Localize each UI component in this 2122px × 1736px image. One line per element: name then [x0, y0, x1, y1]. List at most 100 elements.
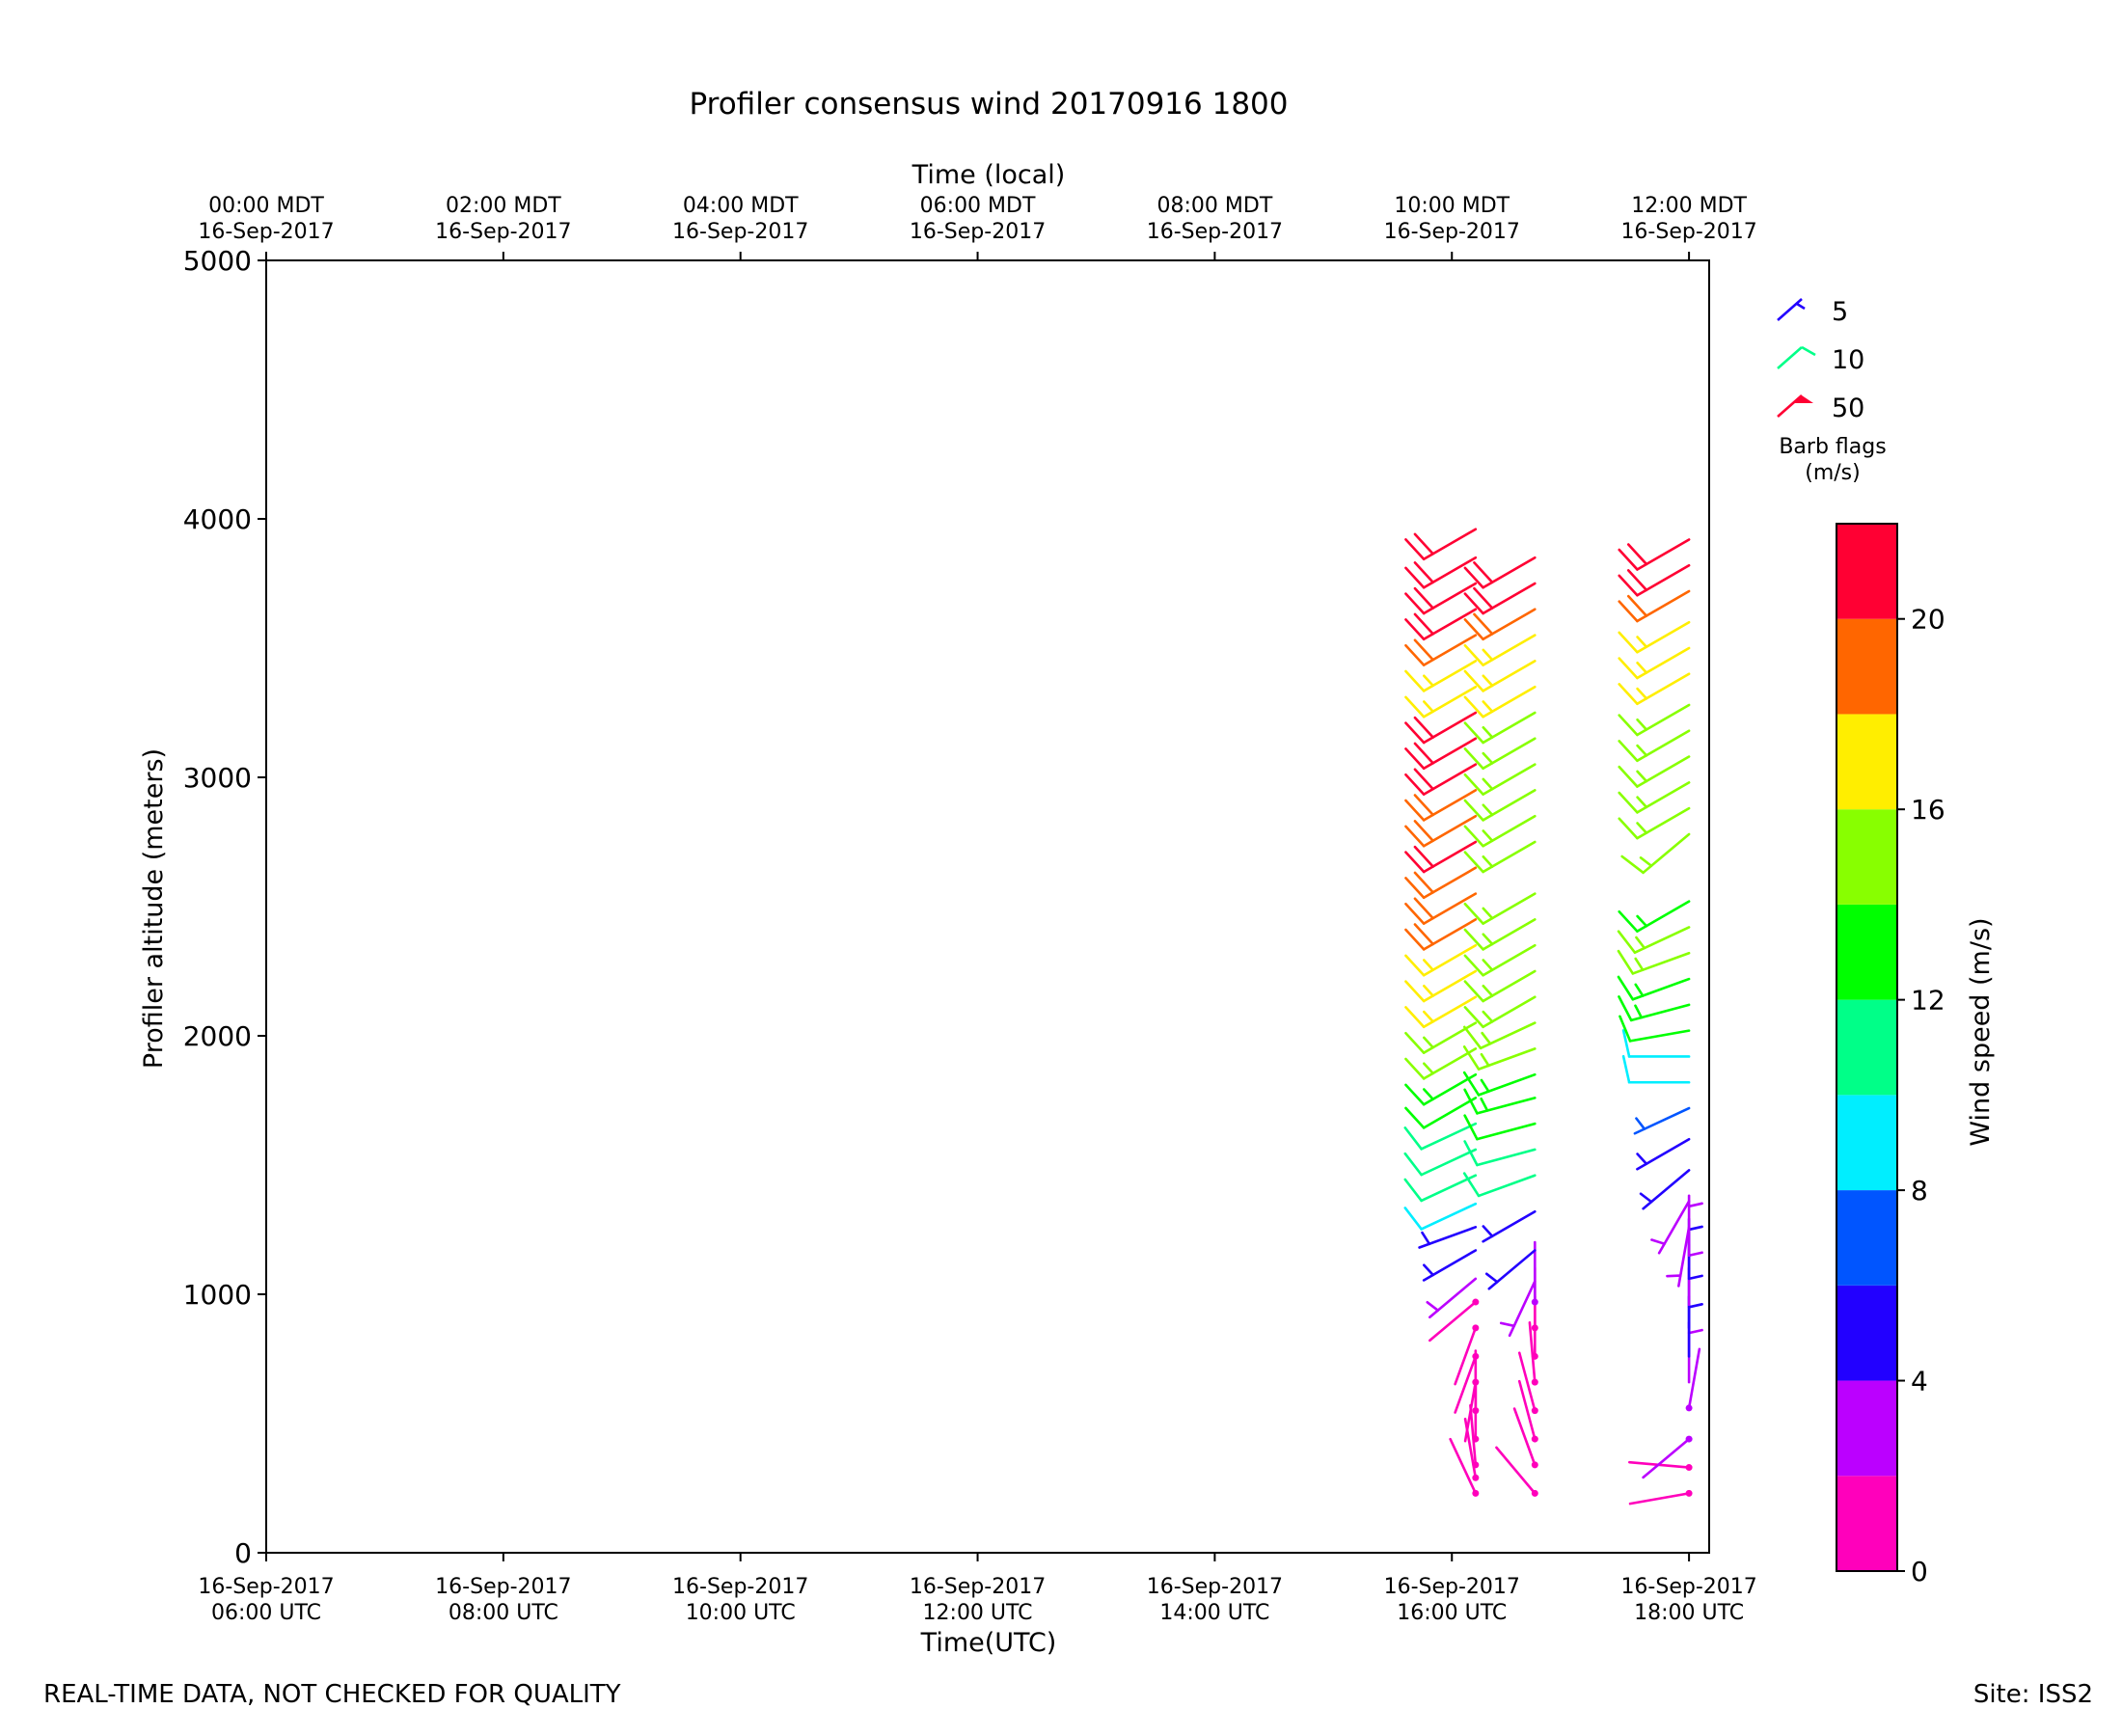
wind-barb — [1463, 892, 1537, 925]
wind-barb — [1484, 1249, 1537, 1290]
wind-barbs — [1403, 528, 1703, 1505]
barb-shaft — [1482, 918, 1537, 951]
barb-shaft — [1422, 866, 1478, 900]
barb-full — [1404, 669, 1426, 692]
barb-full — [1404, 902, 1426, 925]
wind-barb — [1685, 1347, 1701, 1412]
barb-full — [1404, 1106, 1426, 1129]
barb-shaft — [1454, 1355, 1478, 1414]
wind-barb — [1463, 943, 1537, 977]
barb-shaft — [1463, 1380, 1478, 1443]
wind-barb — [1404, 918, 1478, 951]
barb-full — [1404, 877, 1426, 900]
barb-full — [1463, 695, 1484, 719]
legend-title: Barb flags — [1779, 435, 1886, 459]
barb-half — [1482, 959, 1494, 972]
x-tick-label-time: 10:00 UTC — [686, 1601, 796, 1625]
wind-barb — [1463, 1140, 1537, 1167]
wind-barb — [1621, 1054, 1691, 1084]
barb-half — [1482, 855, 1494, 868]
legend-shaft — [1777, 394, 1803, 418]
wind-barb — [1462, 1172, 1537, 1198]
wind-barb — [1687, 1243, 1703, 1307]
barb-full — [1413, 716, 1434, 739]
barb-full — [1463, 566, 1484, 589]
legend-label: 5 — [1832, 297, 1848, 327]
barb-full — [1463, 851, 1484, 874]
barb-shaft — [1495, 1446, 1537, 1495]
barb-shaft — [1454, 1326, 1478, 1386]
barb-full — [1463, 1114, 1479, 1141]
wind-barb — [1463, 1088, 1537, 1115]
barb-full — [1404, 538, 1426, 561]
wind-barb — [1462, 1044, 1537, 1071]
barb-full — [1463, 747, 1484, 771]
barb-shaft — [1482, 556, 1537, 589]
barb-half — [1687, 1225, 1703, 1232]
wind-barb — [1687, 1295, 1703, 1358]
wind-barb — [1639, 1169, 1691, 1210]
wind-barb — [1528, 1321, 1538, 1386]
colorbar-frame — [1836, 523, 1898, 1572]
barb-half — [1482, 829, 1494, 843]
barb-shaft — [1477, 1047, 1537, 1071]
barb-shaft — [1422, 1097, 1478, 1129]
barb-shaft — [1482, 711, 1537, 745]
barb-half — [1423, 1088, 1434, 1100]
barb-half — [1426, 1300, 1440, 1313]
barb-full — [1404, 618, 1426, 641]
barb-half — [1423, 1062, 1434, 1075]
barb-shaft — [1428, 1300, 1478, 1343]
barb-half — [1480, 1052, 1490, 1068]
wind-barb — [1404, 866, 1478, 900]
barb-full — [1463, 1006, 1484, 1029]
wind-barb — [1499, 1280, 1537, 1338]
y-tick-label: 1000 — [183, 1279, 252, 1311]
barb-shaft — [1636, 672, 1691, 706]
wind-barb — [1618, 672, 1691, 706]
wind-barb — [1495, 1446, 1538, 1497]
wind-barb — [1422, 1249, 1478, 1282]
barb-shaft — [1482, 943, 1537, 977]
chart-title: Profiler consensus wind 20170916 1800 — [690, 87, 1289, 122]
barb-shaft — [1517, 1379, 1537, 1441]
legend-entry: 5 — [1777, 297, 1848, 327]
barb-shaft — [1642, 1169, 1691, 1210]
wind-barb — [1454, 1324, 1480, 1386]
barb-shaft — [1482, 660, 1537, 692]
barb-full — [1463, 980, 1484, 1003]
barb-half — [1636, 770, 1648, 783]
colorbar-bin — [1836, 1285, 1897, 1381]
barb-full — [1404, 799, 1426, 822]
colorbar-bin — [1836, 618, 1897, 715]
barb-full — [1403, 1178, 1423, 1203]
wind-barb — [1462, 1071, 1537, 1097]
barb-full — [1413, 532, 1434, 556]
wind-barb — [1633, 1106, 1691, 1135]
wind-barb — [1463, 995, 1537, 1029]
wind-barb — [1687, 1194, 1703, 1258]
barb-half — [1482, 648, 1494, 662]
barb-full — [1413, 586, 1434, 610]
legend-full — [1801, 345, 1816, 357]
barb-half — [1687, 1328, 1703, 1335]
barb-half — [1636, 687, 1648, 700]
wind-barb — [1404, 1047, 1478, 1080]
barb-shaft — [1636, 755, 1691, 788]
wind-barb — [1650, 1200, 1691, 1255]
barb-full — [1617, 949, 1635, 975]
barb-shaft — [1636, 620, 1691, 654]
barb-shaft — [1631, 977, 1691, 1001]
barb-full — [1413, 845, 1434, 868]
wind-barb — [1463, 737, 1537, 771]
x-tick-label-time: 14:00 UTC — [1159, 1601, 1269, 1625]
barb-full — [1463, 592, 1484, 615]
barb-half — [1482, 1010, 1494, 1023]
barb-half — [1482, 907, 1494, 920]
legend-entry: 50 — [1777, 393, 1864, 423]
barb-full — [1618, 683, 1639, 706]
barb-full — [1413, 871, 1434, 894]
barb-half — [1634, 957, 1645, 971]
barb-full — [1473, 612, 1494, 636]
